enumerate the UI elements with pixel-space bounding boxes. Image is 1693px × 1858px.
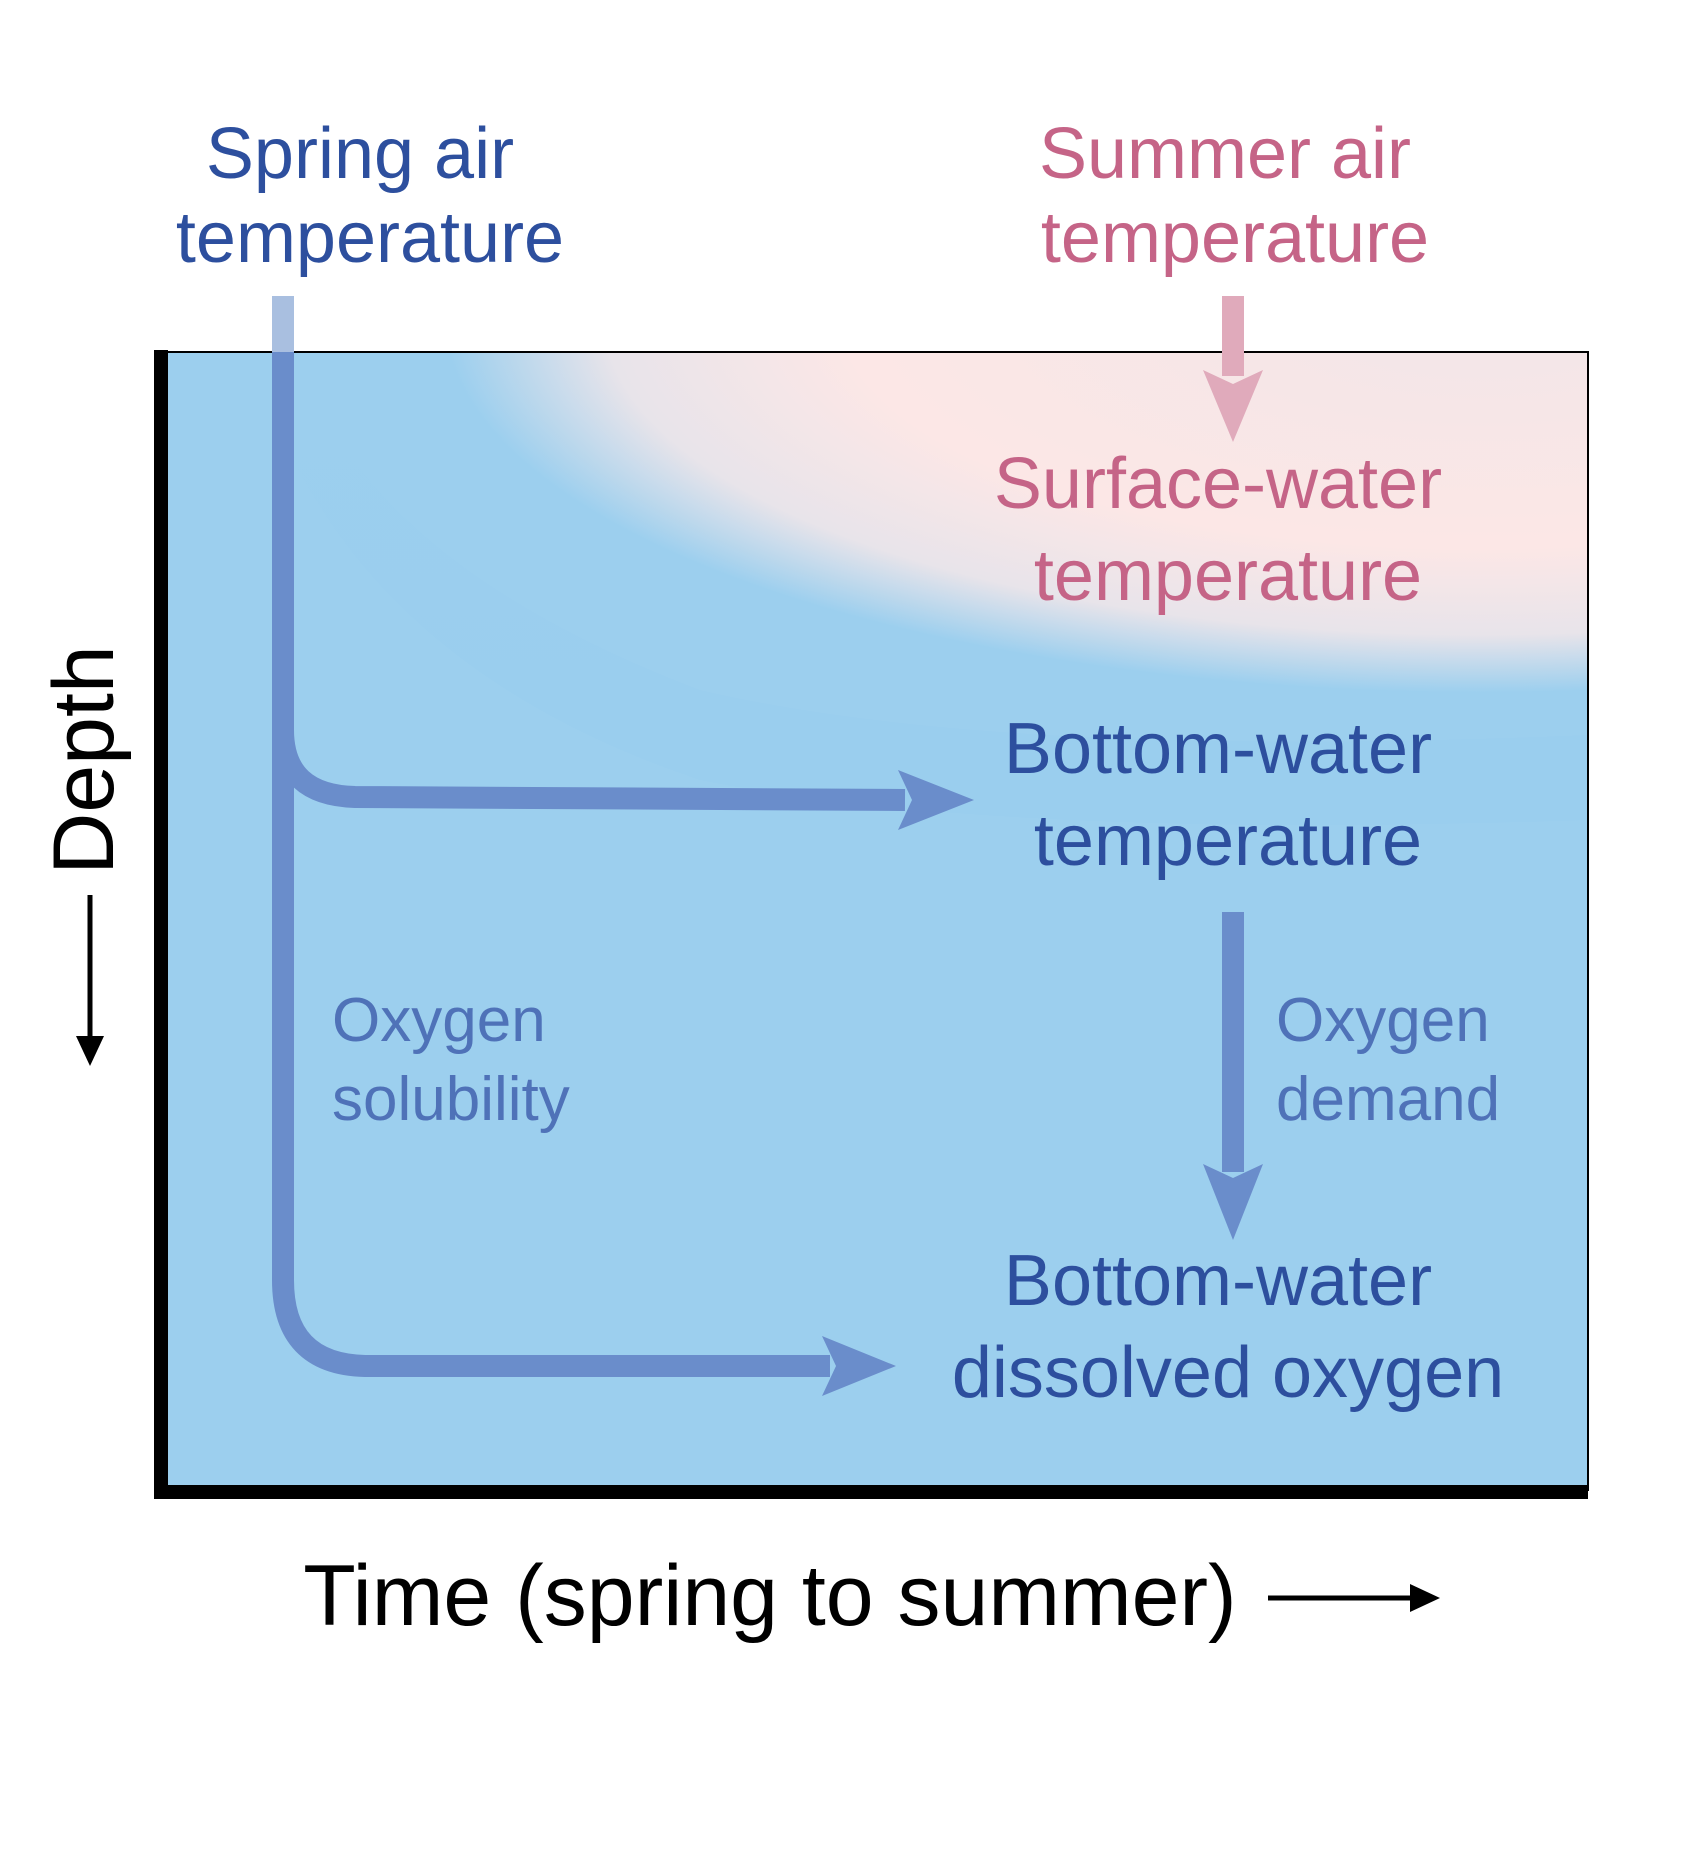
thermocline-shading — [250, 352, 1588, 825]
x-axis-direction-arrowhead — [1410, 1584, 1440, 1612]
spring-air-label: Spring air temperature — [176, 114, 564, 278]
oxygen-solubility-arrow-shaft — [272, 730, 830, 1377]
summer-air-arrow-shaft — [1222, 296, 1244, 376]
oxygen-demand-arrow-shaft — [1222, 912, 1244, 1172]
spring-to-bottom-temp-arrowhead — [898, 770, 974, 830]
oxygen-solubility-label: Oxygen solubility — [332, 986, 570, 1134]
spring-air-stem — [272, 296, 294, 356]
y-axis-direction-arrowhead — [76, 1036, 104, 1066]
surface-water-label: Surface-water temperature — [994, 444, 1462, 616]
summer-air-label: Summer air temperature — [1039, 114, 1431, 278]
x-axis-label: Time (spring to summer) — [303, 1548, 1236, 1644]
y-axis-label: Depth — [36, 645, 132, 875]
summer-air-arrowhead — [1203, 370, 1263, 442]
bottom-water-temp-label: Bottom-water temperature — [1004, 709, 1452, 881]
oxygen-demand-arrowhead — [1203, 1164, 1263, 1240]
oxygen-solubility-arrowhead — [822, 1336, 896, 1396]
bottom-water-oxygen-label: Bottom-water dissolved oxygen — [952, 1241, 1504, 1413]
oxygen-demand-label: Oxygen demand — [1276, 986, 1507, 1134]
